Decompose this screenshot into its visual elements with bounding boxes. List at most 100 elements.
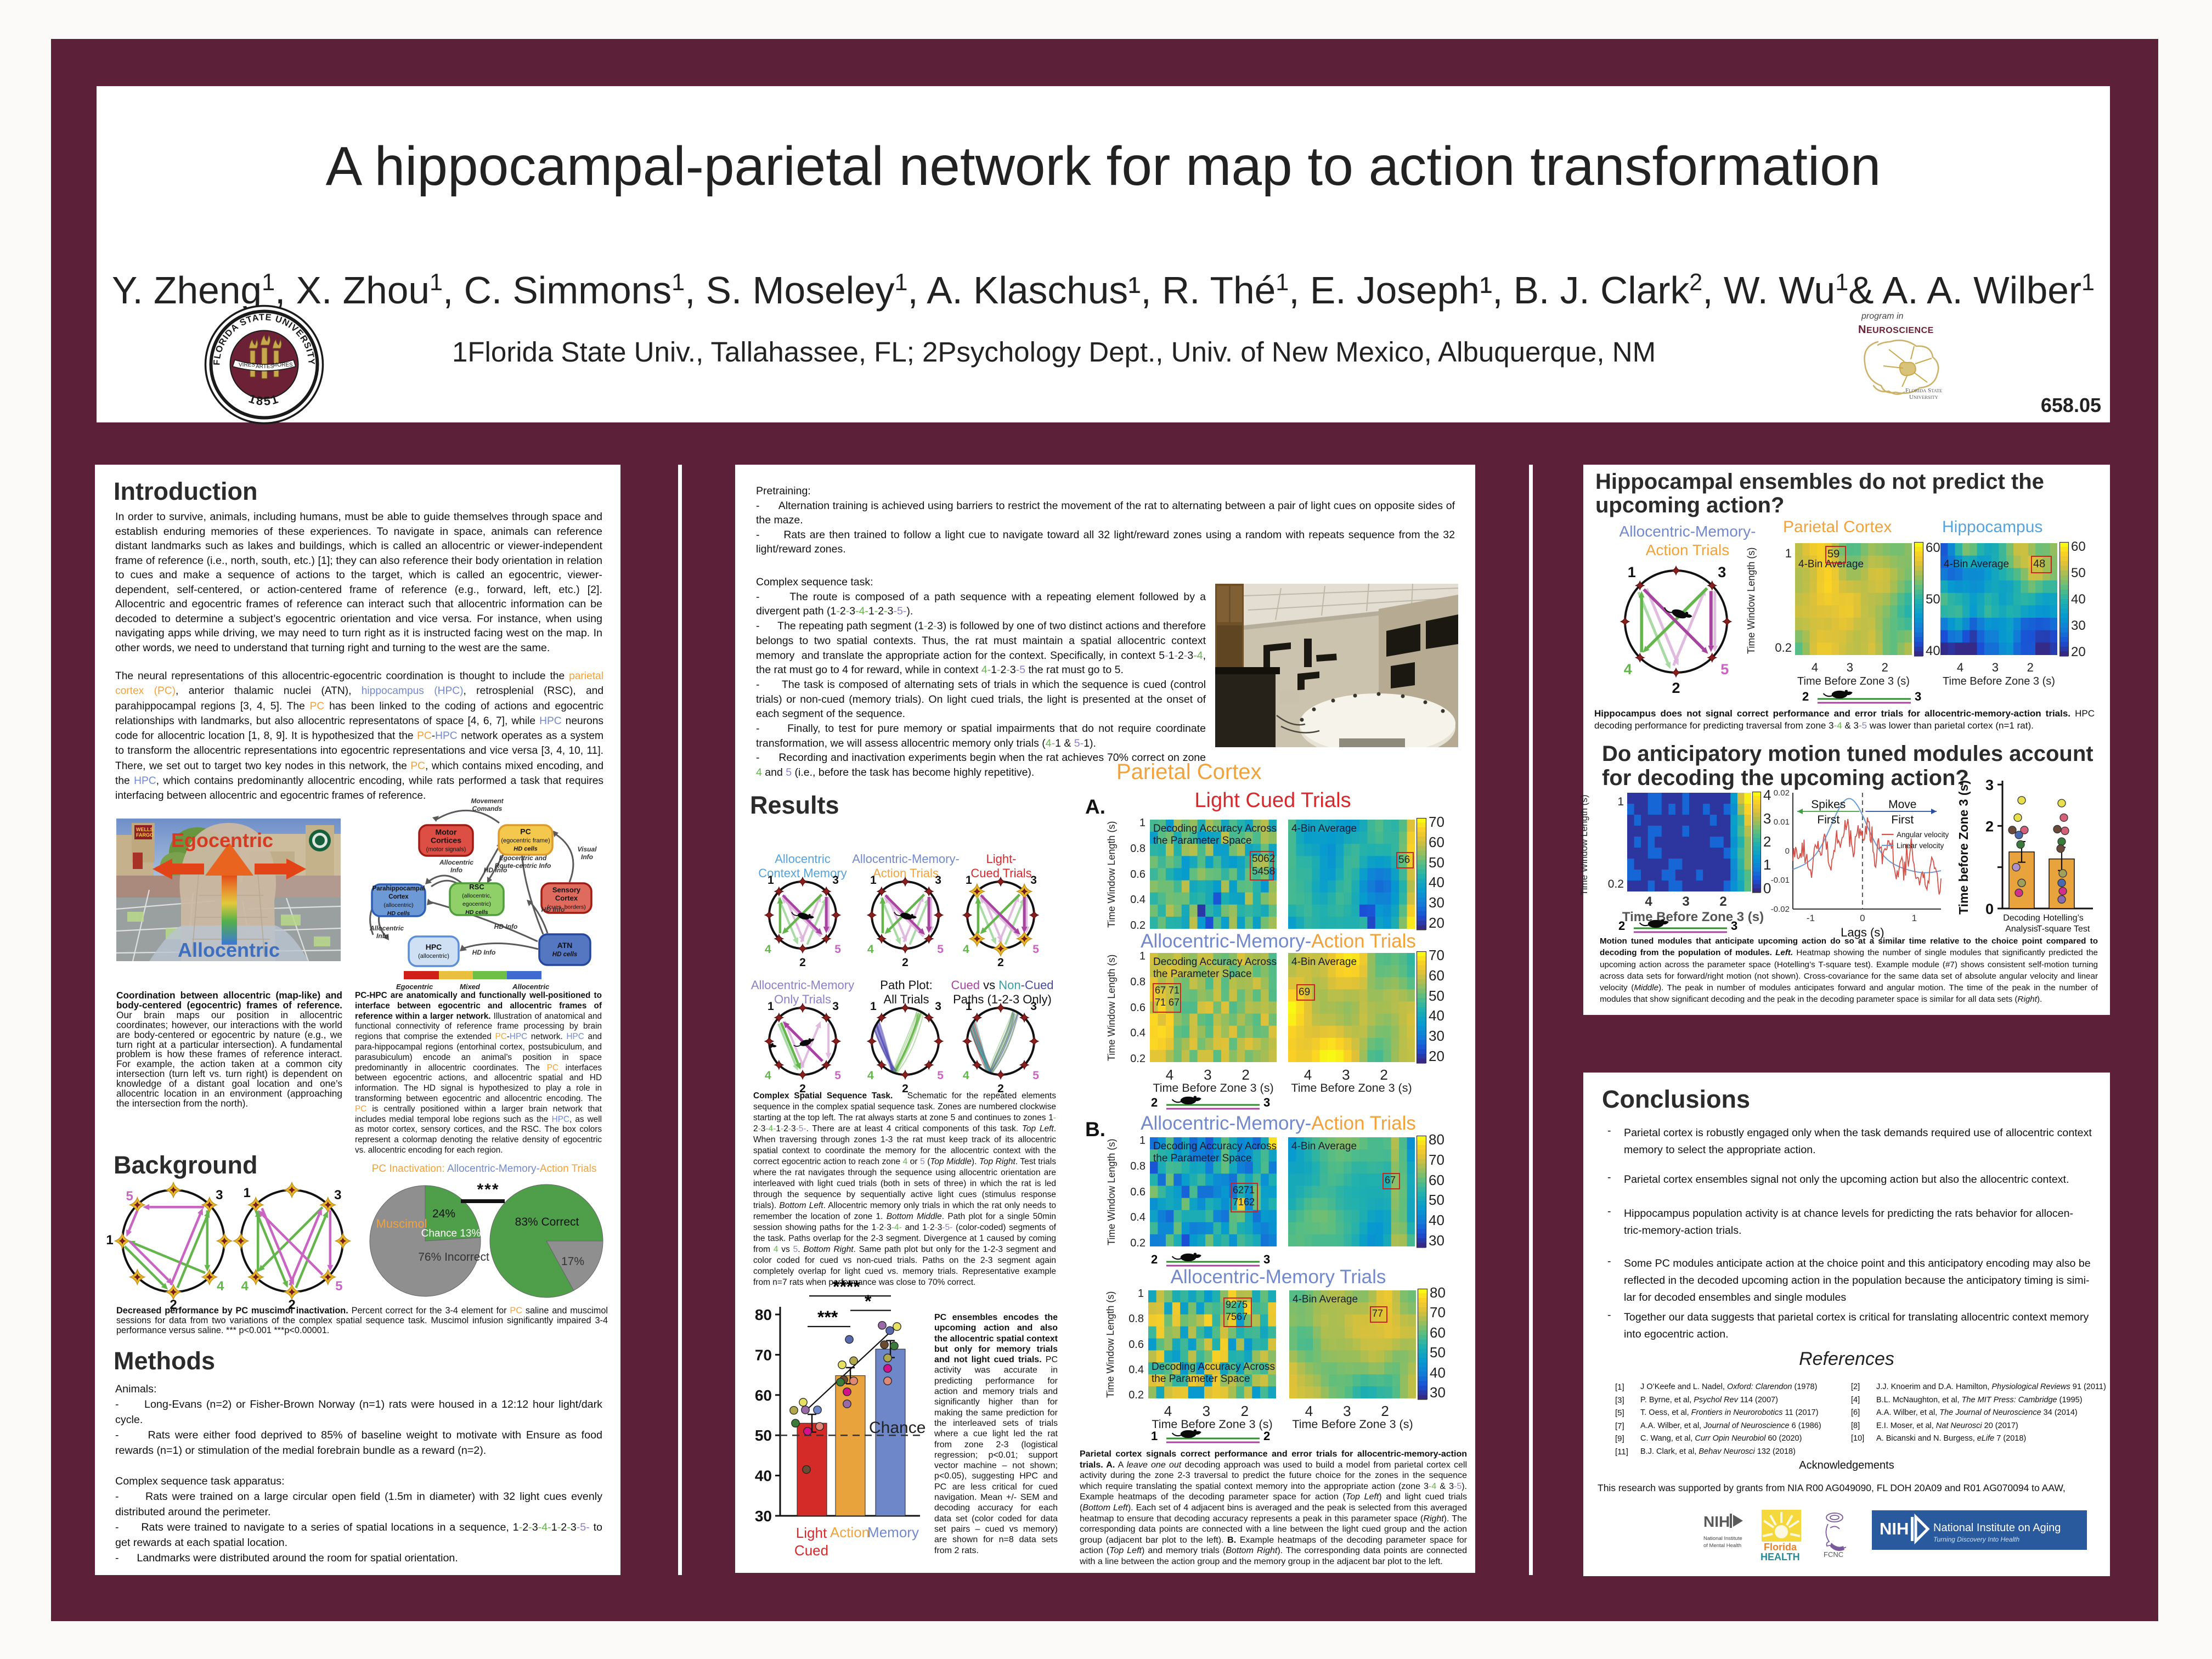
svg-text:4: 4 (765, 943, 771, 956)
svg-text:Spikes: Spikes (1811, 798, 1846, 811)
svg-text:Decoding Accuracy Across: Decoding Accuracy Across (1153, 956, 1277, 968)
svg-text:3: 3 (1985, 777, 1994, 793)
svg-text:Allocentric: Allocentric (439, 859, 473, 866)
svg-text:Allocentric: Allocentric (369, 924, 404, 932)
svg-text:2: 2 (1763, 833, 1771, 850)
svg-text:50: 50 (2071, 566, 2086, 580)
svg-text:7567: 7567 (1226, 1311, 1248, 1322)
svg-text:WELLS: WELLS (136, 827, 154, 832)
svg-text:4-Bin Average: 4-Bin Average (1291, 823, 1357, 834)
svg-text:83% Correct: 83% Correct (515, 1216, 579, 1228)
svg-text:70: 70 (1429, 947, 1444, 963)
svg-text:Decoding Accuracy Across: Decoding Accuracy Across (1152, 1361, 1275, 1373)
svg-text:1: 1 (966, 1000, 972, 1013)
svg-text:4: 4 (1763, 787, 1771, 803)
svg-text:70: 70 (1430, 1304, 1446, 1321)
svg-text:Egocentric: Egocentric (396, 983, 433, 991)
svg-text:Info: Info (450, 866, 462, 874)
svg-text:HD cells: HD cells (514, 846, 537, 853)
svg-text:2: 2 (799, 956, 806, 969)
svg-text:70: 70 (755, 1346, 772, 1363)
svg-text:1: 1 (768, 874, 774, 887)
svg-text:30: 30 (1429, 1028, 1444, 1044)
svg-text:40: 40 (1429, 1212, 1444, 1228)
svg-text:4: 4 (963, 943, 969, 956)
svg-text:1: 1 (870, 1000, 877, 1013)
svg-text:60: 60 (2071, 539, 2086, 554)
svg-text:First: First (1817, 814, 1839, 826)
svg-text:17%: 17% (561, 1255, 584, 1268)
svg-text:Decoding Accuracy Across: Decoding Accuracy Across (1153, 1141, 1277, 1152)
svg-text:Turning Discovery Into Health: Turning Discovery Into Health (1933, 1536, 2020, 1543)
svg-text:50: 50 (1429, 854, 1444, 871)
svg-text:9275: 9275 (1226, 1299, 1248, 1310)
svg-text:ATN: ATN (557, 941, 573, 950)
svg-text:2: 2 (902, 956, 909, 969)
svg-text:4: 4 (963, 1069, 969, 1082)
svg-text:FLORIDA STATE: FLORIDA STATE (1905, 387, 1942, 394)
svg-text:***: *** (817, 1307, 838, 1327)
svg-text:2: 2 (997, 1082, 1004, 1095)
svg-text:4: 4 (867, 943, 874, 956)
svg-text:3: 3 (1030, 1000, 1037, 1013)
svg-text:0: 0 (1860, 913, 1865, 923)
svg-text:56: 56 (1398, 854, 1410, 866)
svg-text:3: 3 (334, 1188, 341, 1203)
svg-text:4: 4 (241, 1279, 249, 1294)
svg-text:Angular velocity: Angular velocity (1897, 831, 1949, 839)
svg-text:of Mental Health: of Mental Health (1703, 1543, 1741, 1549)
svg-text:1: 1 (768, 1000, 774, 1013)
svg-text:0: 0 (1785, 847, 1790, 856)
svg-text:40: 40 (1430, 1364, 1446, 1381)
svg-text:HEALTH: HEALTH (1760, 1551, 1800, 1562)
svg-text:2: 2 (170, 1297, 177, 1312)
svg-text:0: 0 (1985, 901, 1994, 917)
svg-text:67: 67 (1385, 1175, 1396, 1186)
svg-text:Visual: Visual (578, 845, 597, 853)
svg-text:HD cells: HD cells (465, 909, 488, 916)
svg-text:Linear velocity: Linear velocity (1897, 842, 1944, 850)
svg-text:3: 3 (935, 1000, 941, 1013)
svg-text:program in: program in (1861, 312, 1904, 321)
svg-text:24%: 24% (432, 1207, 455, 1220)
svg-text:1: 1 (106, 1233, 113, 1248)
svg-text:30: 30 (2071, 618, 2086, 633)
svg-text:Egocentric and: Egocentric and (499, 854, 547, 862)
svg-text:First: First (1891, 814, 1914, 826)
svg-text:69: 69 (1299, 986, 1310, 998)
svg-text:60: 60 (755, 1387, 772, 1404)
svg-text:Lags (s): Lags (s) (1841, 926, 1884, 939)
svg-text:1: 1 (966, 874, 972, 887)
svg-text:7162: 7162 (1233, 1197, 1255, 1207)
svg-text:5: 5 (834, 943, 841, 956)
svg-text:the Parameter Space: the Parameter Space (1153, 835, 1252, 847)
svg-text:Cortices: Cortices (431, 836, 461, 845)
svg-text:the Parameter Space: the Parameter Space (1153, 1153, 1252, 1164)
svg-text:20: 20 (1429, 915, 1444, 931)
svg-text:3: 3 (216, 1188, 223, 1203)
svg-text:Decoding Accuracy Across: Decoding Accuracy Across (1153, 823, 1277, 834)
svg-text:Route-centric Info: Route-centric Info (495, 862, 551, 870)
svg-text:2: 2 (288, 1297, 295, 1312)
svg-text:40: 40 (1926, 644, 1940, 658)
svg-text:40: 40 (1429, 874, 1444, 890)
svg-text:40: 40 (1429, 1007, 1444, 1024)
svg-text:30: 30 (1429, 1232, 1444, 1249)
svg-text:4-Bin Average: 4-Bin Average (1944, 558, 2009, 570)
svg-text:5458: 5458 (1252, 866, 1275, 877)
svg-text:60: 60 (1926, 540, 1940, 555)
svg-text:40: 40 (755, 1468, 772, 1485)
svg-text:Egocentric: Egocentric (171, 829, 273, 851)
svg-text:5: 5 (937, 943, 944, 956)
svg-text:Cortex: Cortex (555, 894, 578, 902)
svg-text:the Parameter Space: the Parameter Space (1152, 1373, 1250, 1385)
svg-text:3: 3 (1030, 874, 1037, 887)
svg-text:3: 3 (1718, 564, 1726, 580)
svg-text:PC: PC (520, 827, 531, 836)
svg-text:Parahippocampal: Parahippocampal (373, 885, 425, 892)
svg-text:3: 3 (935, 874, 941, 887)
svg-text:67 71: 67 71 (1155, 985, 1180, 996)
svg-text:5: 5 (1720, 661, 1729, 678)
svg-text:60: 60 (1429, 834, 1444, 850)
svg-text:2: 2 (799, 1082, 806, 1095)
